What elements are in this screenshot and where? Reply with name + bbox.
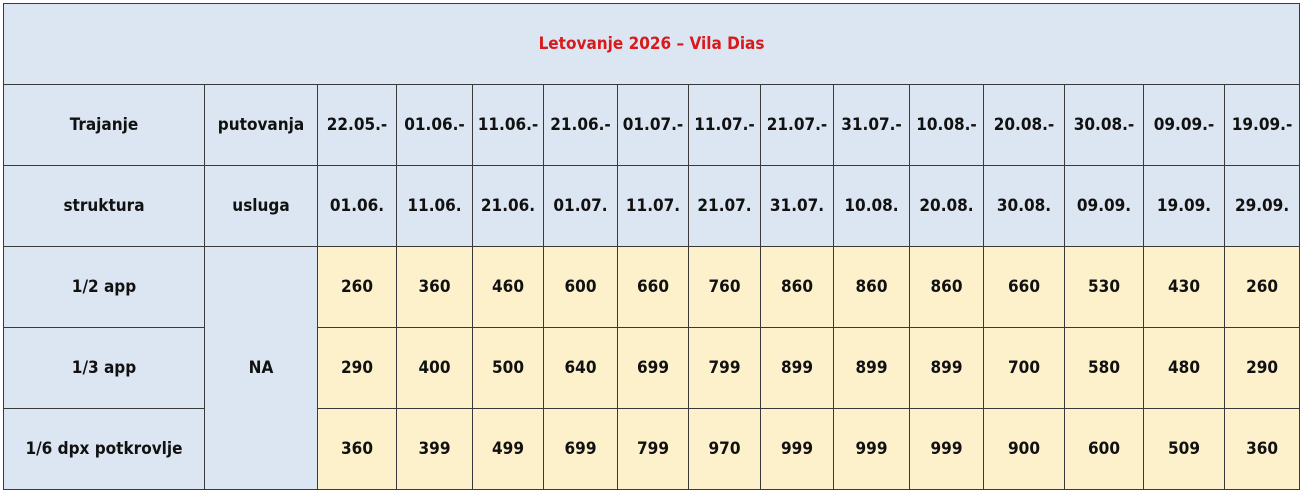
price-cell: 399 xyxy=(396,408,473,490)
service-type: NA xyxy=(204,246,318,490)
header-label: putovanja xyxy=(204,84,318,166)
price-cell: 860 xyxy=(909,246,984,328)
price-cell: 999 xyxy=(760,408,834,490)
period-end: 11.06. xyxy=(396,165,473,247)
table-row: 1/6 dpx potkrovlje 360 399 499 699 799 970 999 9… xyxy=(3,408,1301,490)
period-start: 22.05.- xyxy=(317,84,397,166)
price-cell: 999 xyxy=(833,408,910,490)
period-end: 19.09. xyxy=(1143,165,1225,247)
period-end: 10.08. xyxy=(833,165,910,247)
price-cell: 899 xyxy=(909,327,984,409)
period-end: 31.07. xyxy=(760,165,834,247)
price-cell: 530 xyxy=(1064,246,1144,328)
period-start: 21.07.- xyxy=(760,84,834,166)
price-cell: 899 xyxy=(760,327,834,409)
header-label: Trajanje xyxy=(3,84,205,166)
header-row: struktura usluga 01.06. 11.06. 21.06. 01.07. 1… xyxy=(3,165,1301,247)
price-cell: 970 xyxy=(688,408,761,490)
price-cell: 499 xyxy=(472,408,544,490)
price-cell: 799 xyxy=(688,327,761,409)
price-cell: 700 xyxy=(983,327,1065,409)
room-type: 1/3 app xyxy=(3,327,205,409)
price-table: Letovanje 2026 – Vila Dias Trajanje putov… xyxy=(2,3,1301,490)
price-cell: 699 xyxy=(543,408,618,490)
price-cell: 580 xyxy=(1064,327,1144,409)
price-cell: 290 xyxy=(317,327,397,409)
period-end: 20.08. xyxy=(909,165,984,247)
period-end: 11.07. xyxy=(617,165,689,247)
period-start: 09.09.- xyxy=(1143,84,1225,166)
period-start: 20.08.- xyxy=(983,84,1065,166)
period-end: 09.09. xyxy=(1064,165,1144,247)
price-cell: 760 xyxy=(688,246,761,328)
price-cell: 999 xyxy=(909,408,984,490)
period-end: 01.06. xyxy=(317,165,397,247)
header-label: usluga xyxy=(204,165,318,247)
price-cell: 600 xyxy=(543,246,618,328)
period-start: 31.07.- xyxy=(833,84,910,166)
period-start: 01.06.- xyxy=(396,84,473,166)
header-row: Trajanje putovanja 22.05.- 01.06.- 11.06.- 21… xyxy=(3,84,1301,166)
price-cell: 290 xyxy=(1223,327,1301,409)
price-cell: 899 xyxy=(833,327,910,409)
period-end: 30.08. xyxy=(983,165,1065,247)
period-end: 21.07. xyxy=(688,165,761,247)
price-cell: 480 xyxy=(1143,327,1225,409)
price-cell: 360 xyxy=(396,246,473,328)
price-cell: 600 xyxy=(1064,408,1144,490)
price-cell: 260 xyxy=(317,246,397,328)
price-cell: 360 xyxy=(1223,408,1301,490)
price-cell: 460 xyxy=(472,246,544,328)
price-cell: 900 xyxy=(983,408,1065,490)
price-cell: 430 xyxy=(1143,246,1225,328)
header-label: struktura xyxy=(3,165,205,247)
price-cell: 509 xyxy=(1143,408,1225,490)
price-cell: 400 xyxy=(396,327,473,409)
price-cell: 500 xyxy=(472,327,544,409)
period-start: 11.06.- xyxy=(472,84,544,166)
period-start: 19.09.- xyxy=(1223,84,1301,166)
price-cell: 699 xyxy=(617,327,689,409)
price-cell: 860 xyxy=(833,246,910,328)
period-start: 01.07.- xyxy=(617,84,689,166)
price-cell: 799 xyxy=(617,408,689,490)
period-start: 21.06.- xyxy=(543,84,618,166)
price-cell: 360 xyxy=(317,408,397,490)
period-end: 21.06. xyxy=(472,165,544,247)
table-row: 1/2 app NA 260 360 460 600 660 760 860 860 860 660 5… xyxy=(3,246,1301,490)
price-cell: 860 xyxy=(760,246,834,328)
room-type: 1/6 dpx potkrovlje xyxy=(3,408,205,490)
price-cell: 660 xyxy=(617,246,689,328)
table-row: 1/3 app 290 400 500 640 699 799 899 899 899 700 580… xyxy=(3,327,1301,409)
period-start: 11.07.- xyxy=(688,84,761,166)
period-end: 29.09. xyxy=(1223,165,1301,247)
period-end: 01.07. xyxy=(543,165,618,247)
price-cell: 660 xyxy=(983,246,1065,328)
room-type: 1/2 app xyxy=(3,246,205,328)
period-start: 30.08.- xyxy=(1064,84,1144,166)
price-cell: 640 xyxy=(543,327,618,409)
table-title: Letovanje 2026 – Vila Dias xyxy=(2,3,1301,85)
price-cell: 260 xyxy=(1223,246,1301,328)
period-start: 10.08.- xyxy=(909,84,984,166)
